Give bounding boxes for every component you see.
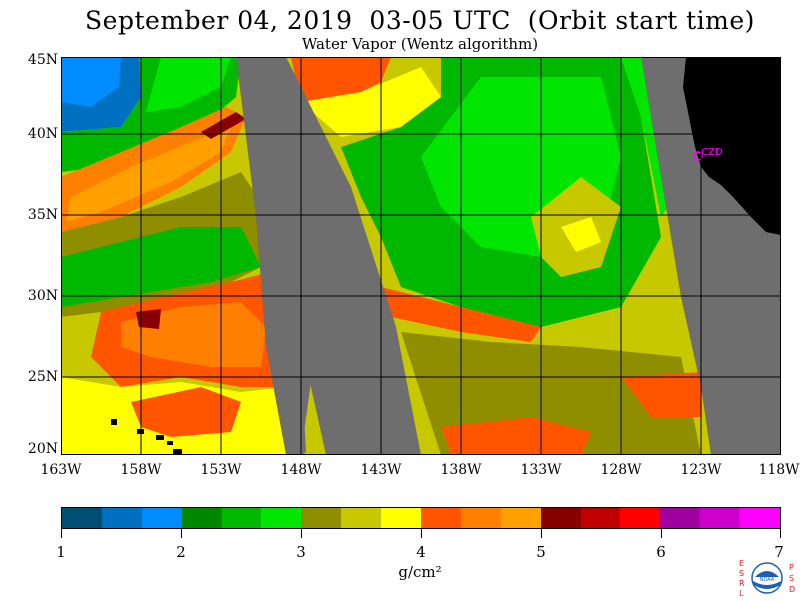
colorbar-segment-14 (580, 508, 621, 528)
colorbar-segment-11 (460, 508, 501, 528)
data-gap-strip (251, 77, 313, 455)
noaa-esrl-psd-logo: E S R L NOAA P S D (736, 556, 798, 598)
colorbar-segment-7 (301, 508, 342, 528)
colorbar-units: g/cm² (398, 563, 442, 581)
colorbar-segment-13 (540, 508, 581, 528)
yellow-region (301, 67, 441, 137)
lat-label-45n: 45N (27, 52, 58, 68)
colorbar-tick (661, 528, 662, 538)
land-mass (683, 57, 781, 235)
lat-label-30n: 30N (27, 288, 58, 304)
dark-red-patch (201, 112, 246, 139)
colorbar-segment-10 (421, 508, 461, 528)
colorbar-segment-18 (740, 508, 781, 528)
island (167, 441, 173, 445)
colorbar-segment-2 (101, 508, 142, 528)
noaa-emblem-text: NOAA (760, 577, 775, 583)
logo-letter-left: E (739, 559, 744, 568)
map-subtitle: Water Vapor (Wentz algorithm) (301, 35, 539, 53)
colorbar-tick (181, 528, 182, 538)
colorbar-tick (301, 528, 302, 538)
orange-region (621, 372, 701, 417)
colorbar-segment-17 (700, 508, 741, 528)
water-vapor-map: CZD (61, 57, 781, 455)
colorbar-label-3: 3 (296, 543, 306, 561)
noaa-wave-icon (753, 581, 781, 589)
lon-label-128w: 128W (600, 462, 642, 478)
colorbar-label-7: 7 (774, 543, 784, 561)
dark-red-patch (136, 309, 161, 329)
lon-label-148w: 148W (280, 462, 322, 478)
colorbar-segment-12 (500, 508, 541, 528)
colorbar-segment-15 (620, 508, 661, 528)
lat-label-40n: 40N (27, 126, 58, 142)
station-marker (693, 151, 703, 161)
orange-region (291, 57, 391, 102)
colorbar-label-2: 2 (176, 543, 186, 561)
logo-letter-right: D (789, 585, 795, 594)
island (111, 419, 117, 425)
lat-label-35n: 35N (27, 207, 58, 223)
station-label: CZD (701, 147, 723, 158)
orange-region (441, 417, 591, 455)
colorbar-tick (421, 528, 422, 538)
lon-label-123w: 123W (680, 462, 722, 478)
green-region (61, 227, 261, 307)
orange-patches (131, 387, 241, 437)
colorbar-segment-6 (261, 508, 302, 528)
colorbar-segment-4 (181, 508, 222, 528)
map-frame (61, 57, 781, 455)
lon-label-158w: 158W (120, 462, 162, 478)
colorbar-tick (780, 528, 781, 538)
map-canvas: CZD (61, 57, 781, 455)
noaa-bird-icon (755, 571, 779, 577)
colorbar-segment-8 (341, 508, 382, 528)
colorbar-segment-3 (141, 508, 182, 528)
island (156, 435, 164, 440)
lon-label-138w: 138W (440, 462, 482, 478)
logo-letter-right: S (789, 574, 794, 583)
yellow-eddy (561, 217, 601, 252)
lon-label-143w: 143W (360, 462, 402, 478)
colorbar-segment-9 (381, 508, 422, 528)
lat-label-25n: 25N (27, 369, 58, 385)
blue-region (61, 57, 121, 107)
logo-letter-left: R (739, 579, 745, 588)
logo-letter-right: P (789, 563, 794, 572)
logo-letter-left: S (739, 569, 744, 578)
colorbar-tick (61, 528, 62, 538)
colorbar-label-1: 1 (56, 543, 66, 561)
lon-label-133w: 133W (520, 462, 562, 478)
lon-label-163w: 163W (40, 462, 82, 478)
graticule (61, 57, 781, 455)
colorbar-segment-1 (62, 508, 102, 528)
lon-label-153w: 153W (200, 462, 242, 478)
colorbar-label-4: 4 (416, 543, 426, 561)
data-gap-wedge (239, 57, 421, 455)
lat-label-20n: 20N (27, 441, 58, 457)
logo-letter-left: L (739, 589, 744, 598)
map-title: September 04, 2019 03-05 UTC (Orbit star… (85, 6, 755, 35)
colorbar (61, 507, 781, 529)
colorbar-label-6: 6 (656, 543, 666, 561)
colorbar-tick (541, 528, 542, 538)
orange-band (66, 127, 231, 222)
green-region (146, 57, 231, 112)
colorbar-label-5: 5 (536, 543, 546, 561)
island (173, 449, 182, 455)
colorbar-segment-5 (221, 508, 262, 528)
lon-label-118w: 118W (758, 462, 800, 478)
colorbar-segment-16 (660, 508, 701, 528)
